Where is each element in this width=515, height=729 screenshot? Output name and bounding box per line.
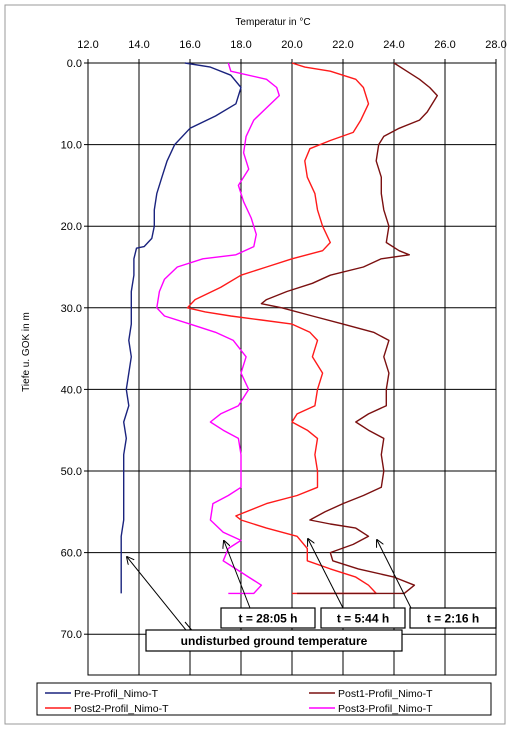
legend-label-post3: Post3-Profil_Nimo-T (338, 703, 433, 715)
x-tick-label: 22.0 (332, 39, 353, 51)
legend-label-pre: Pre-Profil_Nimo-T (74, 688, 159, 700)
legend-box (36, 682, 492, 716)
annotation-box (320, 607, 406, 629)
annotation-label-ground: undisturbed ground temperature (181, 634, 368, 648)
x-tick-label: 12.0 (77, 39, 98, 51)
y-tick-label: 50.0 (61, 466, 82, 478)
annotation-2h: t = 2:16 h (409, 607, 497, 629)
y-axis-title: Tiefe u. GOK in m (21, 312, 32, 392)
y-tick-label: 60.0 (61, 548, 82, 560)
legend-item-post3: Post3-Profil_Nimo-T (309, 703, 433, 715)
annotation-ground: undisturbed ground temperature (145, 629, 403, 652)
series-line-pre (120, 62, 242, 594)
x-tick-label: 26.0 (434, 39, 455, 51)
x-tick-label: 18.0 (230, 39, 251, 51)
legend-item-pre: Pre-Profil_Nimo-T (45, 688, 159, 700)
y-tick-label: 70.0 (61, 629, 82, 641)
annotation-label-2h: t = 2:16 h (427, 612, 479, 626)
legend-item-post2: Post2-Profil_Nimo-T (45, 703, 169, 715)
y-tick-labels: 0.0 10.0 20.0 30.0 40.0 50.0 60.0 70.0 (61, 58, 82, 641)
legend: Pre-Profil_Nimo-T Post1-Profil_Nimo-T Po… (36, 682, 492, 716)
legend-label-post2: Post2-Profil_Nimo-T (74, 703, 169, 715)
annotation-box (145, 629, 403, 652)
y-tick-label: 40.0 (61, 384, 82, 396)
annotation-box (409, 607, 497, 629)
y-tick-label: 20.0 (61, 221, 82, 233)
legend-item-post1: Post1-Profil_Nimo-T (309, 688, 433, 700)
annotation-label-28h: t = 28:05 h (238, 612, 297, 626)
x-tick-label: 24.0 (383, 39, 404, 51)
series-line-post2 (186, 62, 377, 595)
series-line-post3 (156, 62, 280, 595)
y-tick-label: 10.0 (61, 140, 82, 152)
x-tick-label: 28.0 (485, 39, 506, 51)
y-tick-label: 0.0 (67, 58, 82, 70)
x-tick-label: 20.0 (281, 39, 302, 51)
annotation-label-5h: t = 5:44 h (337, 612, 389, 626)
y-tick-label: 30.0 (61, 303, 82, 315)
arrow-ground-1 (127, 557, 195, 641)
x-axis-title: Temperatur in °C (235, 17, 310, 28)
x-tick-labels: 12.0 14.0 16.0 18.0 20.0 22.0 24.0 26.0 28.0 (77, 39, 506, 51)
x-tick-label: 14.0 (128, 39, 149, 51)
legend-label-post1: Post1-Profil_Nimo-T (338, 688, 433, 700)
arrow-5h (308, 539, 344, 609)
arrow-2h (377, 540, 412, 609)
data-series (120, 62, 438, 595)
annotation-5h: t = 5:44 h (320, 607, 406, 629)
series-line-post1 (260, 62, 438, 595)
annotation-box (220, 607, 316, 629)
annotation-28h: t = 28:05 h (220, 607, 316, 629)
arrow-28h (224, 541, 251, 609)
x-tick-label: 16.0 (179, 39, 200, 51)
